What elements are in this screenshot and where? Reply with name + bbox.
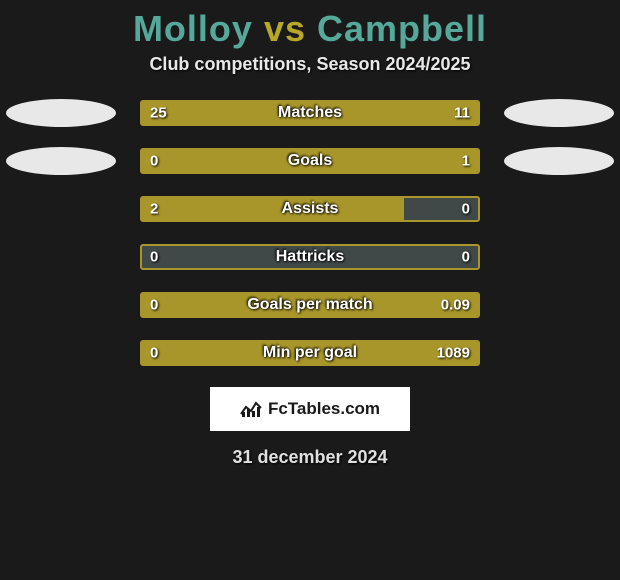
date-text: 31 december 2024 — [0, 447, 620, 468]
stats-container: 2511Matches 01Goals 20Assists 00Hattricks 00… — [0, 99, 620, 367]
stat-bar: 20Assists — [140, 196, 480, 222]
stat-bar: 01Goals — [140, 148, 480, 174]
player1-name: Molloy — [133, 8, 253, 49]
player1-avatar — [6, 99, 116, 127]
comparison-title: Molloy vs Campbell — [0, 0, 620, 54]
stat-bar: 01089Min per goal — [140, 340, 480, 366]
stat-row: 00.09Goals per match — [0, 291, 620, 319]
stat-bar: 00.09Goals per match — [140, 292, 480, 318]
stat-label: Goals per match — [142, 296, 478, 314]
stat-label: Goals — [142, 152, 478, 170]
stat-row: 01Goals — [0, 147, 620, 175]
stat-row: 00Hattricks — [0, 243, 620, 271]
stat-label: Assists — [142, 200, 478, 218]
stat-row: 20Assists — [0, 195, 620, 223]
stat-row: 2511Matches — [0, 99, 620, 127]
player1-avatar — [6, 147, 116, 175]
chart-icon — [240, 400, 262, 418]
subtitle: Club competitions, Season 2024/2025 — [0, 54, 620, 99]
player2-name: Campbell — [317, 8, 487, 49]
stat-label: Min per goal — [142, 344, 478, 362]
stat-row: 01089Min per goal — [0, 339, 620, 367]
vs-text: vs — [264, 8, 306, 49]
stat-label: Hattricks — [142, 248, 478, 266]
stat-label: Matches — [142, 104, 478, 122]
stat-bar: 00Hattricks — [140, 244, 480, 270]
player2-avatar — [504, 99, 614, 127]
player2-avatar — [504, 147, 614, 175]
logo-text: FcTables.com — [268, 399, 380, 419]
source-logo: FcTables.com — [210, 387, 410, 431]
stat-bar: 2511Matches — [140, 100, 480, 126]
